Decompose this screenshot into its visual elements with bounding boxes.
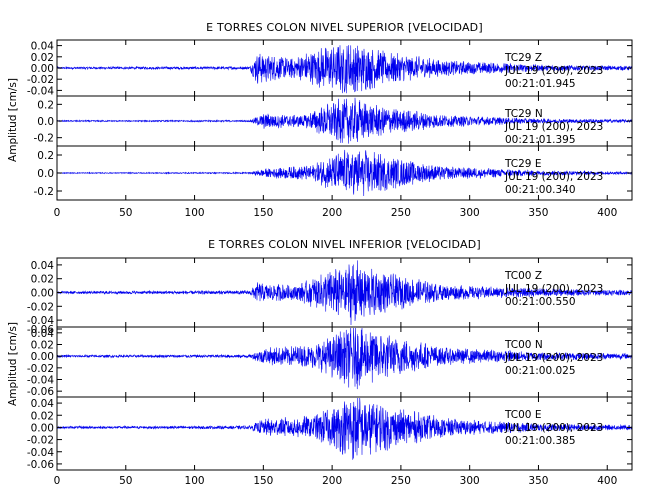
y-tick-label: 0.02: [31, 52, 54, 64]
y-tick-label: -0.06: [27, 324, 54, 336]
station-component-label: TC00 N: [504, 339, 543, 351]
y-tick-label: 0.00: [31, 63, 54, 75]
y-tick-label: 0.04: [31, 398, 55, 410]
waveform-trace: [56, 97, 633, 144]
seismogram-figure-1: E TORRES COLON NIVEL SUPERIOR [VELOCIDAD…: [7, 21, 633, 219]
time-label: 00:21:01.945: [505, 78, 576, 90]
y-tick-label: 0.0: [37, 116, 54, 128]
date-label: JUL 19 (200), 2023: [504, 422, 603, 434]
y-tick-label: -0.02: [27, 435, 54, 447]
x-tick-label: 50: [119, 475, 132, 487]
x-tick-label: 0: [54, 207, 61, 219]
time-label: 00:21:00.550: [505, 296, 576, 308]
y-tick-label: -0.04: [27, 447, 54, 459]
y-tick-label: -0.02: [27, 74, 54, 86]
y-tick-label: -0.2: [34, 133, 55, 145]
y-tick-label: -0.02: [27, 301, 54, 313]
y-tick-label: 0.00: [31, 351, 54, 363]
x-tick-label: 250: [391, 207, 411, 219]
y-tick-label: 0.04: [31, 328, 55, 340]
x-tick-label: 0: [54, 475, 61, 487]
y-tick-label: 0.02: [31, 340, 54, 352]
x-tick-label: 50: [119, 207, 132, 219]
y-tick-label: 0.04: [31, 260, 55, 272]
station-component-label: TC00 Z: [504, 270, 542, 282]
x-tick-label: 350: [528, 475, 548, 487]
waveform-trace: [56, 327, 633, 390]
y-tick-label: 0.2: [37, 99, 54, 111]
x-tick-label: 100: [185, 475, 205, 487]
time-label: 00:21:00.385: [505, 435, 576, 447]
x-tick-label: 100: [185, 207, 205, 219]
x-tick-label: 400: [597, 207, 617, 219]
y-tick-label: -0.06: [27, 459, 54, 471]
x-tick-label: 250: [391, 475, 411, 487]
waveform-trace: [56, 45, 633, 94]
x-tick-label: 150: [253, 475, 273, 487]
time-label: 00:21:01.395: [505, 134, 576, 146]
y-tick-label: 0.04: [31, 41, 55, 53]
station-component-label: TC29 E: [504, 158, 541, 170]
x-tick-label: 300: [460, 475, 480, 487]
y-tick-label: -0.2: [34, 186, 55, 198]
station-component-label: TC29 N: [504, 108, 543, 120]
station-component-label: TC29 Z: [504, 52, 542, 64]
date-label: JUL 19 (200), 2023: [504, 352, 603, 364]
date-label: JUL 19 (200), 2023: [504, 283, 603, 295]
figure-title: E TORRES COLON NIVEL INFERIOR [VELOCIDAD…: [208, 238, 481, 251]
y-tick-label: 0.2: [37, 150, 54, 162]
y-axis-label: Amplitud [cm/s]: [7, 78, 19, 162]
x-tick-label: 350: [528, 207, 548, 219]
waveform-trace: [56, 397, 633, 460]
y-tick-label: -0.02: [27, 363, 54, 375]
waveform-trace: [56, 260, 633, 326]
y-tick-label: -0.04: [27, 315, 54, 327]
date-label: JUL 19 (200), 2023: [504, 65, 603, 77]
x-tick-label: 200: [322, 207, 342, 219]
y-tick-label: 0.02: [31, 410, 54, 422]
x-tick-label: 200: [322, 475, 342, 487]
seismogram-figure-2: E TORRES COLON NIVEL INFERIOR [VELOCIDAD…: [7, 238, 633, 487]
x-tick-label: 150: [253, 207, 273, 219]
date-label: JUL 19 (200), 2023: [504, 171, 603, 183]
time-label: 00:21:00.025: [505, 365, 576, 377]
y-tick-label: 0.0: [37, 168, 54, 180]
y-axis-label: Amplitud [cm/s]: [7, 322, 19, 406]
x-tick-label: 300: [460, 207, 480, 219]
y-tick-label: -0.04: [27, 375, 54, 387]
station-component-label: TC00 E: [504, 409, 541, 421]
waveform-trace: [56, 149, 633, 197]
x-tick-label: 400: [597, 475, 617, 487]
y-tick-label: 0.00: [31, 422, 54, 434]
y-tick-label: 0.00: [31, 288, 54, 300]
figure-title: E TORRES COLON NIVEL SUPERIOR [VELOCIDAD…: [206, 21, 483, 34]
date-label: JUL 19 (200), 2023: [504, 121, 603, 133]
y-tick-label: 0.02: [31, 274, 54, 286]
panel-frame: [56, 396, 633, 471]
y-tick-label: -0.06: [27, 386, 54, 398]
y-tick-label: -0.04: [27, 85, 54, 97]
time-label: 00:21:00.340: [505, 184, 576, 196]
